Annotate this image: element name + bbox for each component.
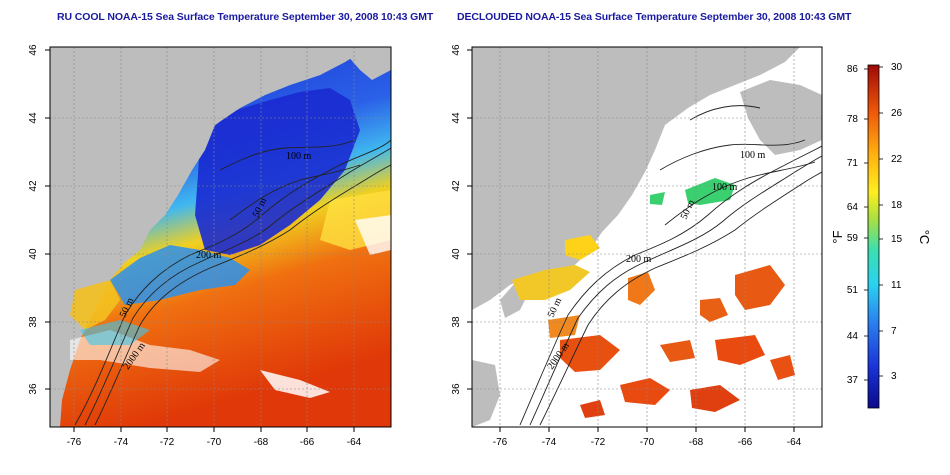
x-tick-label: -76 <box>493 437 508 448</box>
temperature-colorbar: 86 78 71 64 59 51 44 37 30 26 22 18 15 1… <box>830 62 932 409</box>
x-tick-label: -74 <box>114 437 129 448</box>
fahrenheit-tick: 64 <box>847 202 859 213</box>
y-tick-label: 36 <box>451 383 462 395</box>
fahrenheit-tick: 44 <box>847 331 859 342</box>
y-tick-label: 46 <box>451 44 462 56</box>
celsius-tick: 30 <box>891 62 903 73</box>
y-tick-label: 44 <box>451 112 462 124</box>
x-tick-label: -64 <box>347 437 362 448</box>
x-tick-label: -64 <box>787 437 802 448</box>
y-tick-label: 38 <box>28 316 39 328</box>
fahrenheit-tick: 59 <box>847 233 859 244</box>
y-tick-label: 38 <box>451 316 462 328</box>
x-tick-label: -74 <box>542 437 557 448</box>
x-tick-label: -70 <box>207 437 222 448</box>
bathymetry-contours <box>74 139 391 426</box>
fahrenheit-unit: °F <box>830 230 845 243</box>
sst-patches <box>512 178 795 418</box>
celsius-tick: 22 <box>891 154 903 165</box>
right-map-title: DECLOUDED NOAA-15 Sea Surface Temperatur… <box>457 11 852 23</box>
map-frame <box>49 46 392 428</box>
contour-label: 100 m <box>286 151 312 162</box>
y-tick-label: 44 <box>28 112 39 124</box>
y-tick-label: 40 <box>28 248 39 260</box>
right-sst-map: 100 m 100 m 50 m 200 m 50 m 2000 m -76 -… <box>451 44 823 448</box>
contour-label: 100 m <box>712 182 738 193</box>
left-map-title: RU COOL NOAA-15 Sea Surface Temperature … <box>57 11 434 23</box>
x-tick-label: -66 <box>300 437 315 448</box>
contour-label: 100 m <box>740 150 766 161</box>
left-sst-map: 100 m 50 m 200 m 50 m 2000 m -76 -74 -72… <box>28 44 392 448</box>
x-tick-label: -68 <box>254 437 269 448</box>
celsius-tick: 26 <box>891 108 903 119</box>
fahrenheit-tick: 71 <box>847 158 859 169</box>
y-tick-label: 42 <box>28 180 39 192</box>
x-tick-label: -66 <box>738 437 753 448</box>
fahrenheit-tick: 37 <box>847 375 859 386</box>
contour-label: 200 m <box>196 250 222 261</box>
celsius-tick: 11 <box>891 280 902 291</box>
x-tick-label: -72 <box>160 437 175 448</box>
x-tick-label: -76 <box>67 437 82 448</box>
contour-label: 200 m <box>626 254 652 265</box>
fahrenheit-tick: 86 <box>847 64 859 75</box>
fahrenheit-tick: 51 <box>847 285 859 296</box>
land-area <box>472 47 800 310</box>
y-tick-label: 46 <box>28 44 39 56</box>
y-tick-label: 36 <box>28 383 39 395</box>
x-tick-label: -70 <box>640 437 655 448</box>
celsius-tick: 7 <box>891 326 897 337</box>
y-tick-label: 40 <box>451 248 462 260</box>
celsius-tick: 15 <box>891 234 903 245</box>
x-tick-label: -68 <box>689 437 704 448</box>
celsius-tick: 3 <box>891 371 897 382</box>
colorbar-gradient <box>867 64 880 409</box>
celsius-unit: °C <box>917 230 932 245</box>
x-tick-label: -72 <box>591 437 606 448</box>
y-tick-label: 42 <box>451 180 462 192</box>
fahrenheit-tick: 78 <box>847 114 859 125</box>
celsius-tick: 18 <box>891 200 903 211</box>
bathymetry-contours <box>519 105 822 426</box>
